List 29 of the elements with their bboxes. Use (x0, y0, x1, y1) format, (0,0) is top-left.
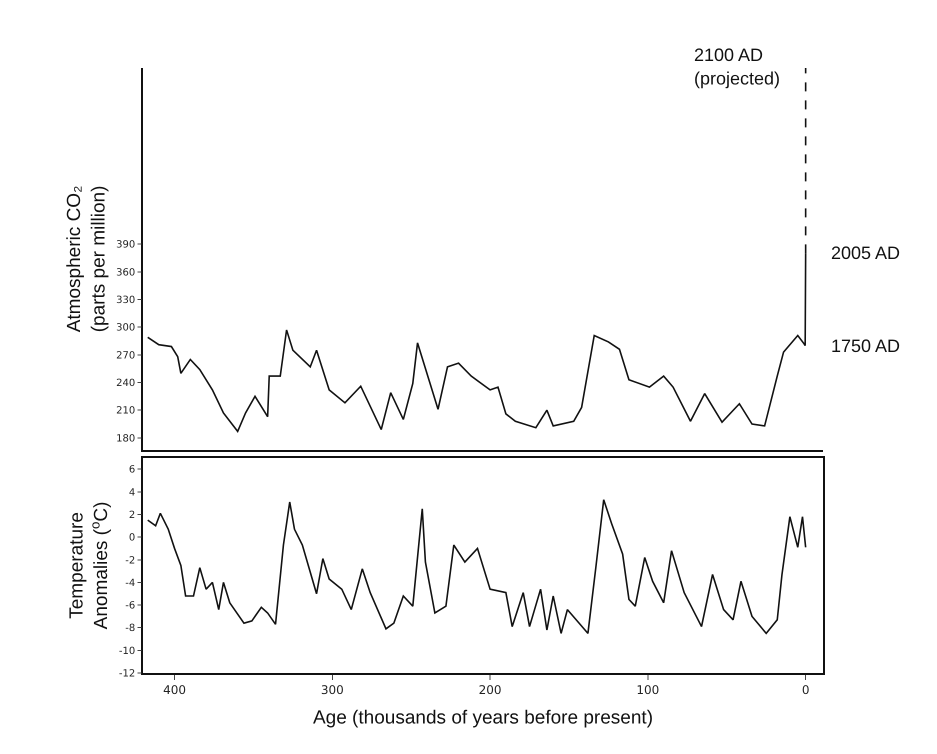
y-tick-label: -4 (125, 578, 136, 589)
y-tick-label: 0 (128, 532, 136, 544)
x-tick-label: 200 (478, 683, 502, 698)
x-tick-label: 0 (802, 683, 810, 698)
y-tick-label: 2 (128, 510, 136, 521)
x-tick-label: 400 (163, 683, 186, 698)
y-tick-label: 330 (116, 295, 136, 306)
y-tick-label: 6 (128, 464, 136, 476)
y-tick-label: 240 (116, 378, 136, 390)
y-tick-label: -12 (118, 668, 136, 680)
y-tick-label: -8 (125, 623, 136, 634)
y-tick-label: -2 (125, 555, 136, 566)
x-tick-label: 300 (320, 683, 344, 698)
text: 1750 AD (831, 336, 900, 356)
y-tick-label: -6 (125, 600, 136, 612)
y-tick-label: -10 (118, 646, 136, 657)
y-axis-title: Atmospheric CO₂ (parts per million) (64, 186, 110, 332)
line-series (146, 498, 806, 634)
text: 2005 AD (831, 243, 900, 263)
x-tick-label: 100 (636, 683, 660, 698)
x-axis-title: Age (thousands of years before present) (312, 707, 654, 728)
y-tick-label: 180 (116, 433, 136, 444)
y-tick-label: 270 (116, 350, 136, 362)
y-tick-label: 300 (116, 322, 136, 334)
y-tick-label: 360 (116, 267, 136, 278)
y-tick-label: 210 (116, 406, 136, 417)
y-tick-label: 4 (128, 487, 136, 498)
y-tick-label: 390 (116, 240, 136, 251)
annotation: 2100 AD (projected) (694, 45, 780, 88)
